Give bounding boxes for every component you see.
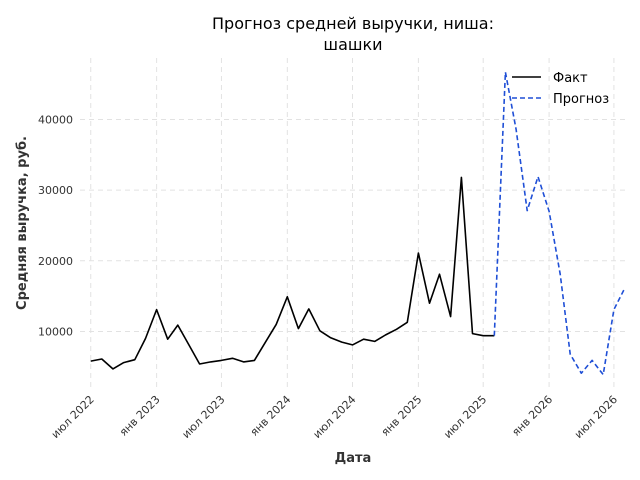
- y-axis-ticks: 10000 20000 30000 40000: [38, 113, 73, 338]
- x-tick-label: июл 2022: [49, 393, 97, 441]
- x-axis-ticks: июл 2022 янв 2023 июл 2023 янв 2024 июл 2024…: [49, 393, 620, 441]
- legend: Факт Прогноз: [512, 71, 609, 107]
- series-line-fact: [90, 176, 495, 370]
- legend-label-fact: Факт: [553, 71, 588, 86]
- x-tick-label: июл 2026: [572, 393, 620, 441]
- x-tick-label: июл 2023: [180, 393, 228, 441]
- legend-label-forecast: Прогноз: [553, 92, 609, 107]
- x-tick-label: янв 2025: [379, 393, 425, 439]
- y-axis-label: Средняя выручка, руб.: [15, 136, 30, 310]
- x-tick-label: июл 2024: [311, 393, 359, 441]
- x-tick-label: янв 2023: [117, 393, 163, 439]
- chart-title-line-2: шашки: [323, 35, 382, 54]
- x-axis-label: Дата: [335, 451, 372, 466]
- y-tick-label: 10000: [38, 325, 73, 338]
- grid: [80, 58, 625, 388]
- x-tick-label: янв 2026: [509, 393, 555, 439]
- chart-title-line-1: Прогноз средней выручки, ниша:: [212, 14, 494, 33]
- series-line-forecast: [493, 71, 626, 376]
- y-tick-label: 20000: [38, 255, 73, 268]
- y-tick-label: 40000: [38, 113, 73, 126]
- x-tick-label: июл 2025: [441, 393, 489, 441]
- series-layer: [90, 71, 626, 376]
- x-tick-label: янв 2024: [248, 393, 294, 439]
- y-tick-label: 30000: [38, 184, 73, 197]
